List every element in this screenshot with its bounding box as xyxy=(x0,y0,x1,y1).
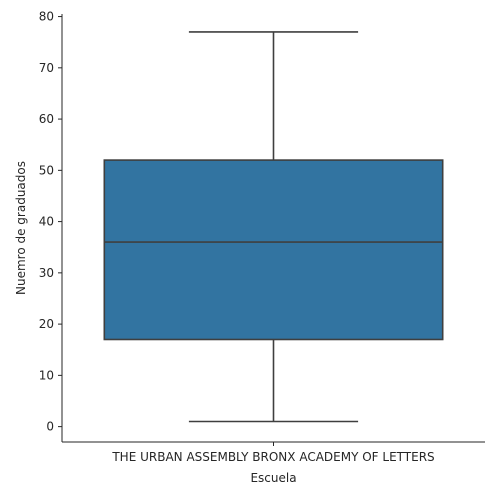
y-tick-label-10: 10 xyxy=(39,368,54,382)
y-tick-label-80: 80 xyxy=(39,10,54,24)
box-layer xyxy=(103,31,444,423)
y-tick-label-60: 60 xyxy=(39,112,54,126)
y-axis: 0 10 20 30 40 50 60 70 80 xyxy=(39,10,63,442)
x-axis-label: Escuela xyxy=(250,471,296,485)
y-axis-label: Nuemro de graduados xyxy=(14,161,28,295)
y-tick-label-30: 30 xyxy=(39,266,54,280)
y-tick-label-0: 0 xyxy=(46,420,54,434)
x-tick-label: THE URBAN ASSEMBLY BRONX ACADEMY OF LETT… xyxy=(111,450,434,464)
x-axis: THE URBAN ASSEMBLY BRONX ACADEMY OF LETT… xyxy=(62,441,485,464)
y-tick-label-40: 40 xyxy=(39,215,54,229)
y-tick-label-20: 20 xyxy=(39,317,54,331)
y-tick-label-50: 50 xyxy=(39,163,54,177)
y-tick-label-70: 70 xyxy=(39,61,54,75)
iqr-box xyxy=(103,159,444,341)
